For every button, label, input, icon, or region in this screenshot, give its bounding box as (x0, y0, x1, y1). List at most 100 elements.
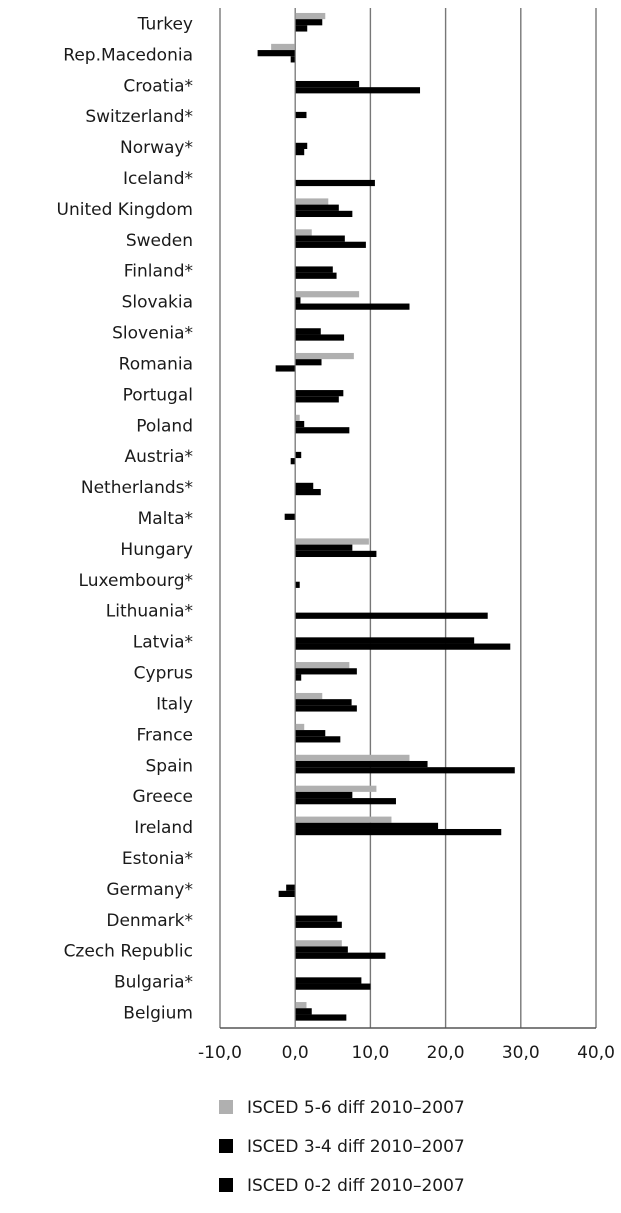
category-label: Ireland (134, 818, 193, 838)
category-label: Iceland* (123, 169, 193, 189)
category-label: Romania (119, 354, 193, 374)
bar (295, 198, 329, 205)
bar (295, 791, 353, 799)
bar (275, 365, 296, 372)
bar (295, 736, 341, 743)
bar (295, 828, 502, 836)
category-label: Norway* (120, 138, 193, 158)
legend-entry: ISCED 5-6 diff 2010–2007 (247, 1098, 465, 1118)
category-label: Austria* (124, 447, 193, 467)
x-tick-label: 40,0 (577, 1043, 615, 1063)
x-tick-label: 10,0 (351, 1043, 389, 1063)
category-label: Poland (136, 416, 193, 436)
category-label: Latvia* (133, 633, 193, 653)
bar (271, 43, 296, 51)
bar (295, 204, 339, 211)
bar (295, 352, 354, 360)
bar (295, 798, 396, 805)
bar (295, 662, 350, 669)
legend-entry: ISCED 3-4 diff 2010–2007 (247, 1137, 465, 1157)
bar (295, 451, 302, 459)
category-label: Italy (156, 694, 193, 714)
bar (295, 25, 308, 32)
x-tick-label: -10,0 (198, 1043, 242, 1063)
x-tick-label: 0,0 (282, 1043, 309, 1063)
axes (220, 8, 596, 1029)
bar (295, 87, 421, 94)
bars (257, 12, 515, 1021)
x-tick-labels: -10,0 0,0 10,0 20,0 30,0 40,0 (198, 1043, 615, 1063)
bar (295, 538, 369, 545)
category-label: Bulgaria* (114, 973, 193, 993)
bar (295, 730, 326, 737)
category-label: Malta* (138, 509, 193, 529)
bar (295, 427, 350, 434)
bar (295, 612, 488, 619)
bar (295, 359, 322, 366)
bar (295, 12, 326, 20)
bar (295, 303, 410, 310)
bar (295, 297, 301, 304)
bar (295, 266, 333, 273)
legend-swatch (219, 1139, 233, 1153)
bar (290, 458, 296, 465)
bar (295, 723, 305, 731)
bar (295, 581, 300, 588)
category-label: Luxembourg* (79, 571, 193, 591)
grid-lines (219, 8, 597, 1028)
bar (295, 1014, 347, 1021)
category-label: Hungary (120, 540, 193, 560)
bar (295, 111, 307, 119)
x-tick-label: 30,0 (502, 1043, 540, 1063)
bar (295, 952, 386, 959)
bar (295, 705, 357, 712)
bar (284, 513, 296, 520)
bar (295, 328, 321, 335)
bar (295, 921, 342, 928)
bar (295, 488, 321, 496)
category-label: Slovenia* (112, 324, 193, 344)
category-label: Switzerland* (85, 107, 193, 127)
bar (295, 785, 377, 792)
bar (295, 946, 348, 953)
bar (295, 80, 360, 88)
bar (295, 334, 345, 341)
bar (295, 1002, 307, 1009)
category-label: Slovakia (122, 293, 193, 313)
bar (290, 56, 296, 63)
bar (295, 983, 371, 990)
bar (295, 674, 302, 681)
bar (295, 754, 410, 761)
category-label: Greece (132, 787, 193, 807)
category-label: Germany* (106, 880, 193, 900)
category-label: Netherlands* (81, 478, 193, 498)
category-label: Portugal (123, 385, 193, 405)
bar (295, 482, 314, 489)
bar (295, 544, 353, 551)
bar (295, 229, 312, 236)
category-labels: Turkey Rep.Macedonia Croatia* Switzerland* N… (57, 14, 194, 1023)
category-label: Cyprus (134, 664, 193, 684)
bar (295, 816, 392, 823)
legend-entry: ISCED 0-2 diff 2010–2007 (247, 1176, 465, 1196)
category-label: Lithuania* (106, 602, 193, 622)
bar (295, 210, 353, 218)
bar (295, 241, 366, 248)
bar (295, 19, 323, 26)
category-label: Rep.Macedonia (63, 45, 193, 65)
x-tick-label: 20,0 (427, 1043, 465, 1063)
category-label: Finland* (124, 262, 193, 282)
bar (295, 420, 305, 428)
bar (278, 890, 296, 898)
legend: ISCED 5-6 diff 2010–2007 ISCED 3-4 diff 2… (219, 1098, 465, 1196)
bar (295, 760, 428, 768)
bar (295, 915, 338, 922)
category-label: United Kingdom (57, 200, 193, 220)
bar (295, 414, 300, 421)
bar (295, 767, 515, 774)
bar (295, 272, 337, 279)
bar (295, 235, 345, 242)
bar (295, 148, 305, 156)
bar (257, 50, 296, 57)
category-label: Czech Republic (64, 942, 193, 962)
